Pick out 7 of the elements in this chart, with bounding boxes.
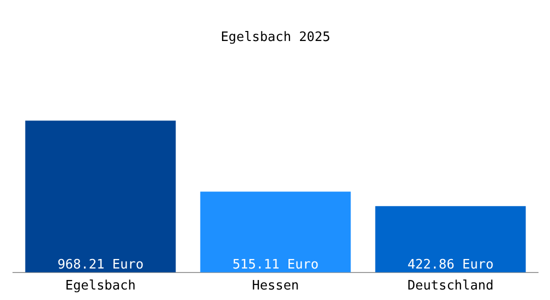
chart-title: Egelsbach 2025: [220, 30, 330, 46]
data-label: 422.86 Euro: [407, 257, 494, 272]
x-tick-label: Deutschland: [407, 278, 494, 294]
x-tick-label: Hessen: [252, 278, 299, 294]
data-label: 968.21 Euro: [57, 257, 144, 272]
x-tick-label: Egelsbach: [65, 278, 136, 294]
data-label: 515.11 Euro: [232, 257, 319, 272]
